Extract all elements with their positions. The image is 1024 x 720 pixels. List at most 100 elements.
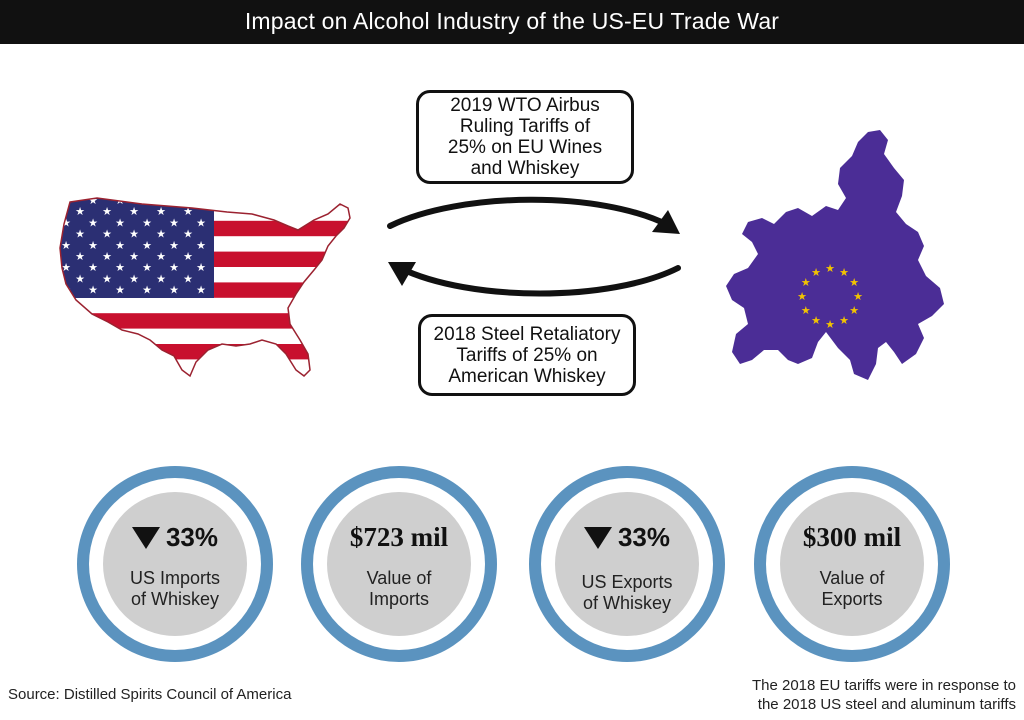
svg-text:★: ★ <box>849 305 859 317</box>
svg-text:★: ★ <box>839 315 849 327</box>
eu-map-shape <box>726 130 944 380</box>
svg-text:★: ★ <box>142 262 152 274</box>
svg-text:★: ★ <box>129 273 139 285</box>
svg-text:★: ★ <box>811 315 821 327</box>
svg-text:★: ★ <box>801 305 811 317</box>
stat-value-text: 33% <box>617 522 671 552</box>
stat-label-line: Exports <box>821 589 883 609</box>
svg-text:★: ★ <box>61 262 71 274</box>
stat-label: Value of Exports <box>780 568 924 610</box>
svg-text:★: ★ <box>75 206 85 218</box>
stat-circle-us-imports: 33% US Imports of Whiskey <box>77 466 273 662</box>
stat-label-line: of Whiskey <box>130 589 220 609</box>
svg-text:★: ★ <box>825 263 835 275</box>
tariff-box-2019: 2019 WTO Airbus Ruling Tariffs of 25% on… <box>416 90 634 184</box>
svg-text:★: ★ <box>169 240 179 252</box>
footnote-line: The 2018 EU tariffs were in response to <box>751 677 1016 694</box>
svg-text:★: ★ <box>183 251 193 263</box>
svg-text:★: ★ <box>129 206 139 218</box>
stat-value: 33% <box>555 522 699 553</box>
svg-text:★: ★ <box>129 251 139 263</box>
tariff-2019-line: 2019 WTO Airbus <box>450 95 600 116</box>
svg-text:★: ★ <box>102 229 112 241</box>
svg-text:★: ★ <box>169 217 179 229</box>
svg-text:★: ★ <box>797 291 807 303</box>
svg-text:★: ★ <box>115 217 125 229</box>
page-title: Impact on Alcohol Industry of the US-EU … <box>0 0 1024 44</box>
svg-text:★: ★ <box>849 277 859 289</box>
svg-text:★: ★ <box>196 285 206 297</box>
svg-text:★: ★ <box>115 240 125 252</box>
source-text: Source: Distilled Spirits Council of Ame… <box>8 686 292 703</box>
tariff-2019-line: 25% on EU Wines <box>447 137 603 158</box>
svg-text:★: ★ <box>115 195 125 207</box>
stat-label-line: US Exports <box>581 572 673 592</box>
cycle-arrows-icon <box>387 196 681 297</box>
tariff-box-2018: 2018 Steel Retaliatory Tariffs of 25% on… <box>418 314 636 396</box>
down-triangle-icon <box>583 526 612 549</box>
tariff-2018-line: 2018 Steel Retaliatory <box>433 323 621 345</box>
stat-value-text: $300 mil <box>802 522 902 552</box>
stat-label-line: Imports <box>368 589 429 609</box>
svg-text:★: ★ <box>169 285 179 297</box>
svg-text:★: ★ <box>142 217 152 229</box>
tariff-2019-line: Ruling Tariffs of <box>459 116 591 137</box>
svg-text:★: ★ <box>129 229 139 241</box>
svg-text:★: ★ <box>196 195 206 207</box>
footnote: The 2018 EU tariffs were in response to … <box>752 676 1016 714</box>
svg-text:★: ★ <box>169 195 179 207</box>
down-triangle-icon <box>131 526 160 549</box>
svg-text:★: ★ <box>142 240 152 252</box>
stat-value: 33% <box>103 522 247 553</box>
svg-text:★: ★ <box>196 217 206 229</box>
stat-circle-export-value: $300 mil Value of Exports <box>754 466 950 662</box>
tariff-2018-line: Tariffs of 25% on <box>456 344 598 366</box>
svg-text:★: ★ <box>853 291 863 303</box>
svg-text:★: ★ <box>61 217 71 229</box>
svg-text:★: ★ <box>88 195 98 207</box>
footnote-line: the 2018 US steel and aluminum tariffs <box>757 696 1016 713</box>
svg-text:★: ★ <box>801 277 811 289</box>
stat-circle-us-exports: 33% US Exports of Whiskey <box>529 466 725 662</box>
svg-text:★: ★ <box>75 251 85 263</box>
svg-text:★: ★ <box>102 206 112 218</box>
tariff-2019-line: and Whiskey <box>470 158 580 179</box>
svg-text:★: ★ <box>115 285 125 297</box>
stat-value-text: 33% <box>165 522 219 552</box>
svg-text:★: ★ <box>61 240 71 252</box>
eu-flag-map-icon: ★ ★★★★★★★★★★★ <box>726 130 944 380</box>
usa-flag-map-icon: ★ ★ ★ ★ ★ ★★ ★ ★ ★ ★★ ★ ★ ★ ★ ★★ ★ ★ ★ ★★ ★ ★ ★ ★ ★★ ★ ★ ★ ★★ ★ ★ ★ ★ ★★… <box>59 195 351 378</box>
stat-circle-import-value: $723 mil Value of Imports <box>301 466 497 662</box>
svg-text:★: ★ <box>183 229 193 241</box>
svg-text:★: ★ <box>196 240 206 252</box>
svg-text:★: ★ <box>75 273 85 285</box>
svg-text:★: ★ <box>156 251 166 263</box>
stat-label: US Imports of Whiskey <box>103 568 247 610</box>
svg-text:★: ★ <box>183 206 193 218</box>
svg-text:★: ★ <box>156 273 166 285</box>
svg-text:★: ★ <box>811 267 821 279</box>
svg-text:★: ★ <box>825 319 835 331</box>
svg-text:★: ★ <box>75 229 85 241</box>
svg-text:★: ★ <box>156 206 166 218</box>
svg-text:★: ★ <box>88 285 98 297</box>
stat-label: Value of Imports <box>327 568 471 610</box>
svg-text:★: ★ <box>156 229 166 241</box>
svg-text:★: ★ <box>102 273 112 285</box>
stat-label-line: of Whiskey <box>582 593 672 613</box>
svg-text:★: ★ <box>88 240 98 252</box>
svg-text:★: ★ <box>115 262 125 274</box>
svg-text:★: ★ <box>142 285 152 297</box>
svg-text:★: ★ <box>183 273 193 285</box>
stat-label-line: Value of <box>819 568 885 588</box>
svg-text:★: ★ <box>839 267 849 279</box>
stat-label-line: US Imports <box>129 568 221 588</box>
stat-value: $300 mil <box>780 522 924 553</box>
stat-label: US Exports of Whiskey <box>555 572 699 614</box>
stat-value: $723 mil <box>327 522 471 553</box>
stat-label-line: Value of <box>366 568 432 588</box>
stat-value-text: $723 mil <box>349 522 449 552</box>
tariff-2018-line: American Whiskey <box>448 365 606 387</box>
svg-text:★: ★ <box>88 217 98 229</box>
svg-text:★: ★ <box>196 262 206 274</box>
